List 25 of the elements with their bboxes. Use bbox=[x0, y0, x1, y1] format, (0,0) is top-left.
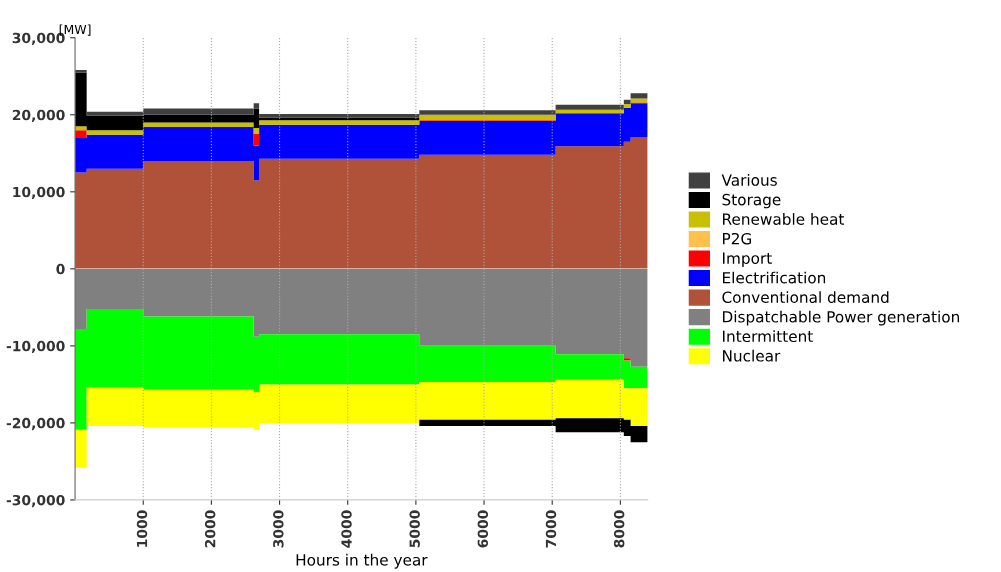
y-tick-label: 20,000 bbox=[12, 109, 65, 123]
y-tick-label: 0 bbox=[56, 263, 65, 275]
x-tick-label: 1000 bbox=[136, 510, 148, 547]
y-tick-label: 10,000 bbox=[13, 186, 65, 200]
x-tick-label: 2000 bbox=[204, 510, 216, 548]
legend-label: Nuclear bbox=[723, 349, 781, 362]
x-tick-label: 8000 bbox=[613, 510, 625, 548]
legend-label: Dispatchable Power generation bbox=[723, 310, 959, 326]
legend-label: P2G bbox=[723, 232, 752, 245]
legend-label: Storage bbox=[722, 193, 781, 209]
legend-label: Various bbox=[721, 174, 777, 186]
y-tick-label: -30,000 bbox=[6, 494, 65, 508]
x-tick-label: 7000 bbox=[545, 510, 557, 548]
y-tick-label: -10,000 bbox=[6, 340, 65, 354]
legend-label: Electrification bbox=[723, 271, 826, 284]
y-tick-label: -20,000 bbox=[6, 417, 65, 431]
legend-label: Renewable heat bbox=[723, 213, 845, 225]
legend-label: Intermittent bbox=[723, 330, 813, 343]
x-tick-label: 3000 bbox=[273, 510, 284, 548]
x-tick-label: 4000 bbox=[341, 510, 352, 548]
legend-label: Import bbox=[723, 252, 772, 267]
x-axis-title: Hours in the year bbox=[296, 553, 428, 569]
legend-label: Conventional demand bbox=[722, 291, 889, 304]
x-tick-label: 6000 bbox=[477, 510, 489, 548]
x-tick-label: 5000 bbox=[409, 510, 420, 548]
